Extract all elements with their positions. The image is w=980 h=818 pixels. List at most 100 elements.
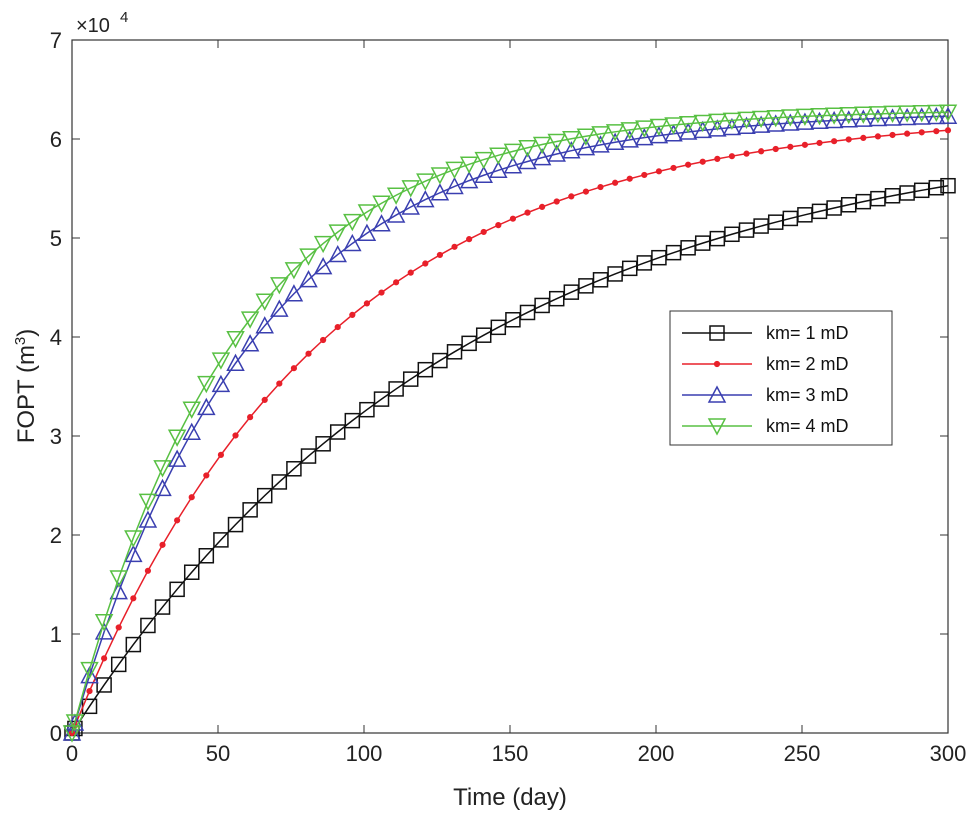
data-point <box>854 109 873 127</box>
data-point <box>854 106 873 124</box>
data-point <box>883 105 902 124</box>
svg-text:FOPT (m3): FOPT (m3) <box>12 329 40 444</box>
data-point <box>582 188 590 195</box>
legend-marker <box>709 325 725 341</box>
data-point <box>167 429 187 447</box>
data-point <box>255 293 274 311</box>
data-point <box>144 567 152 574</box>
data-point <box>430 167 450 185</box>
data-point <box>315 436 331 452</box>
data-point <box>824 110 844 129</box>
data-point <box>432 352 448 369</box>
data-point <box>153 460 172 478</box>
data-point <box>197 375 216 394</box>
data-point <box>944 127 952 134</box>
data-point <box>154 599 171 615</box>
data-point <box>576 138 596 156</box>
data-point <box>664 117 683 135</box>
data-point <box>553 198 560 205</box>
data-point <box>524 209 531 216</box>
data-point <box>198 548 215 564</box>
data-point <box>801 141 809 148</box>
data-point <box>831 138 838 145</box>
data-point <box>816 139 823 147</box>
y-tick-label: 5 <box>50 226 62 251</box>
series-3 <box>62 106 958 741</box>
data-point <box>422 260 429 267</box>
legend-item: km= 4 mD <box>682 416 849 436</box>
data-point <box>795 108 815 126</box>
data-point <box>211 374 231 393</box>
legend-label: km= 3 mD <box>766 385 849 405</box>
data-point <box>388 381 404 397</box>
x-tick-label: 100 <box>346 741 383 766</box>
data-point <box>359 401 375 418</box>
data-point <box>597 183 604 191</box>
data-point <box>708 119 727 137</box>
x-tick-label: 0 <box>66 741 78 766</box>
data-point <box>329 424 346 440</box>
x-axis-label: Time (day) <box>453 784 567 811</box>
y-tick-label: 3 <box>50 424 62 449</box>
data-point <box>722 117 742 136</box>
data-point <box>466 236 473 243</box>
data-point <box>378 289 385 296</box>
legend-item: km= 3 mD <box>682 385 849 405</box>
data-point <box>284 284 304 302</box>
data-point <box>343 213 362 232</box>
data-point <box>722 112 742 130</box>
data-point <box>532 148 552 166</box>
data-point <box>781 113 800 131</box>
data-point <box>824 107 844 125</box>
data-point <box>649 125 669 144</box>
y-tick-label: 7 <box>50 28 62 53</box>
data-point <box>938 106 958 124</box>
data-point <box>868 106 888 124</box>
data-point <box>889 131 896 139</box>
data-point <box>810 108 829 126</box>
data-point <box>714 155 721 162</box>
data-point <box>489 160 508 179</box>
data-point <box>940 177 956 194</box>
data-point <box>226 330 245 349</box>
data-point <box>232 432 239 439</box>
data-point <box>313 235 333 254</box>
data-point <box>495 222 502 229</box>
data-point <box>261 396 268 403</box>
data-point <box>363 300 371 307</box>
y-tick-label: 2 <box>50 523 62 548</box>
data-point <box>101 655 108 662</box>
legend-marker <box>707 385 727 403</box>
data-point <box>612 179 619 186</box>
data-point <box>373 391 390 407</box>
data-point <box>328 224 347 242</box>
data-point <box>912 105 931 123</box>
data-point <box>489 147 508 165</box>
data-point <box>313 256 333 275</box>
data-point <box>140 617 156 634</box>
data-point <box>115 624 122 631</box>
y-tick-label: 4 <box>50 325 62 350</box>
data-point <box>860 134 867 141</box>
data-point <box>276 380 283 387</box>
data-point <box>182 401 201 419</box>
series-layer <box>62 104 958 743</box>
data-point <box>386 187 406 205</box>
data-point <box>299 248 318 266</box>
legend-label: km= 2 mD <box>766 354 849 374</box>
data-point <box>758 148 765 155</box>
y-exponent-prefix: ×10 <box>76 15 110 37</box>
data-point <box>933 128 940 135</box>
data-point <box>417 361 434 378</box>
data-point <box>109 570 128 588</box>
data-point <box>159 541 166 548</box>
y-exponent-power: 4 <box>120 9 128 26</box>
data-point <box>393 279 400 286</box>
data-point <box>678 122 698 140</box>
data-point <box>217 451 225 458</box>
data-point <box>130 595 137 602</box>
data-point <box>772 145 779 153</box>
data-point <box>938 104 958 122</box>
data-point <box>138 493 158 511</box>
data-point <box>80 661 99 680</box>
